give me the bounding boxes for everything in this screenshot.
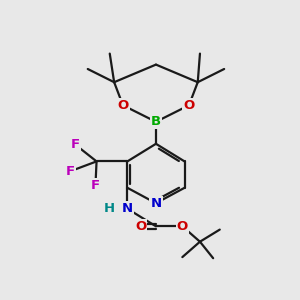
Text: F: F (91, 179, 100, 192)
Text: O: O (183, 99, 195, 112)
Text: F: F (66, 165, 75, 178)
Text: O: O (135, 220, 146, 233)
Text: N: N (122, 202, 133, 215)
Text: O: O (117, 99, 129, 112)
Text: O: O (177, 220, 188, 233)
Text: H: H (104, 202, 115, 215)
Text: B: B (151, 115, 161, 128)
Text: N: N (150, 197, 161, 210)
Text: F: F (71, 138, 80, 152)
